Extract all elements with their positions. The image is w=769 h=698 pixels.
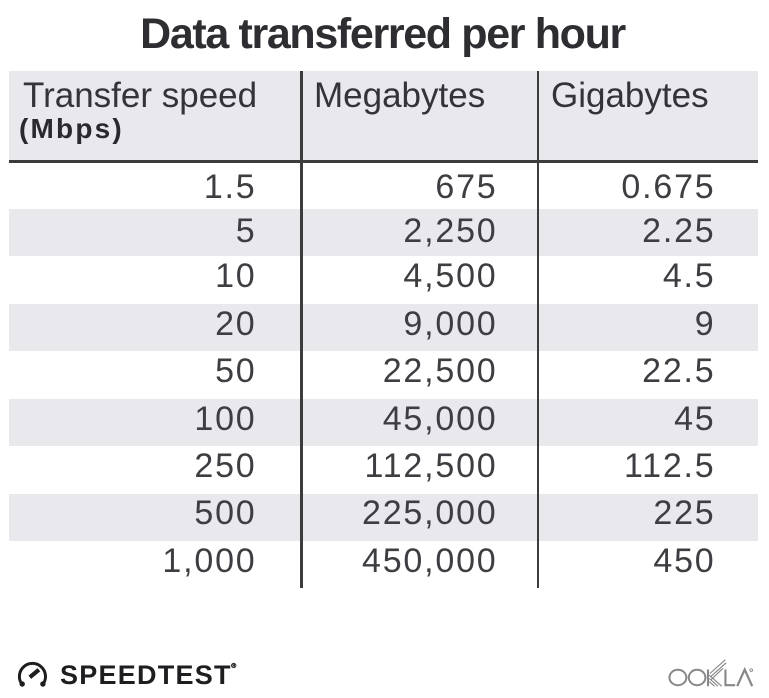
svg-text:SPEEDTEST: SPEEDTEST: [60, 660, 232, 690]
